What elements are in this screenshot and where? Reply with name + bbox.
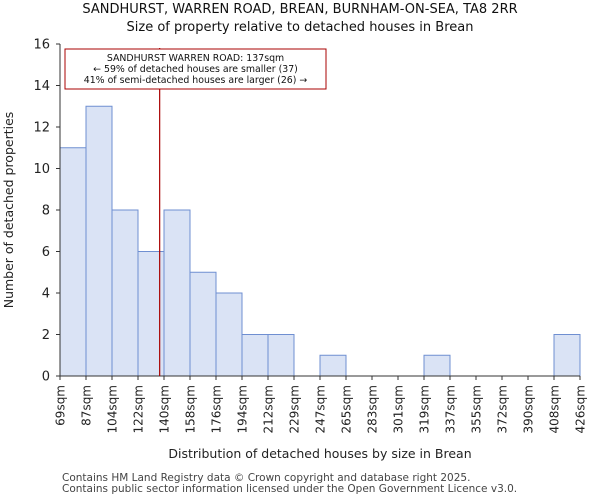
annotation-box: SANDHURST WARREN ROAD: 137sqm ← 59% of d… (64, 48, 327, 90)
ticks-group: 0 2 4 6 8 10 12 14 16 69sqm 87sqm 104sqm 122sqm 140sq… (33, 38, 587, 434)
histogram-bar (553, 334, 581, 377)
x-tick-label: 337sqm (444, 385, 458, 433)
chart-subtitle: Size of property relative to detached ho… (126, 20, 474, 35)
y-tick-label: 12 (33, 121, 50, 136)
x-tick-label: 229sqm (288, 385, 302, 433)
x-tick-label: 87sqm (80, 385, 94, 426)
x-tick-label: 212sqm (262, 385, 276, 433)
x-tick-label: 247sqm (314, 385, 328, 433)
annotation-line-3: 41% of semi-detached houses are larger (… (84, 75, 308, 86)
x-tick-label: 283sqm (366, 385, 380, 433)
y-tick-label: 8 (42, 204, 50, 219)
chart-title: SANDHURST, WARREN ROAD, BREAN, BURNHAM-O… (82, 2, 518, 17)
footer-line-1: Contains HM Land Registry data © Crown c… (62, 472, 471, 484)
y-tick-label: 2 (42, 328, 50, 343)
histogram-bar (319, 354, 347, 377)
x-tick-label: 372sqm (496, 385, 510, 433)
y-axis-label: Number of detached properties (1, 112, 16, 309)
y-tick-label: 4 (42, 287, 50, 302)
x-tick-label: 69sqm (54, 385, 68, 426)
x-tick-label: 194sqm (236, 385, 250, 433)
y-tick-label: 10 (33, 162, 50, 177)
histogram-bar (163, 209, 191, 377)
histogram-bar (423, 354, 451, 377)
x-tick-label: 426sqm (574, 385, 588, 433)
x-tick-label: 158sqm (184, 385, 198, 433)
annotation-line-1: SANDHURST WARREN ROAD: 137sqm (107, 53, 284, 64)
y-tick-label: 6 (42, 245, 50, 260)
chart-title-block: SANDHURST, WARREN ROAD, BREAN, BURNHAM-O… (0, 1, 600, 37)
histogram-bar (241, 334, 269, 377)
y-tick-label: 0 (42, 370, 50, 385)
histogram-bar (111, 209, 139, 377)
x-tick-label: 319sqm (418, 385, 432, 433)
y-tick-label: 14 (33, 79, 50, 94)
x-tick-label: 140sqm (158, 385, 172, 433)
x-tick-label: 122sqm (132, 385, 146, 433)
annotation-line-2: ← 59% of detached houses are smaller (37… (93, 64, 298, 75)
x-tick-label: 408sqm (548, 385, 562, 433)
histogram-bar (215, 292, 243, 377)
histogram-bar (85, 105, 113, 377)
histogram-bar (267, 334, 295, 377)
histogram-bar (189, 271, 217, 377)
histogram-chart: 0 2 4 6 8 10 12 14 16 69sqm 87sqm 104sqm 122sqm 140sq… (1, 38, 588, 462)
y-tick-label: 16 (33, 38, 50, 53)
x-tick-label: 176sqm (210, 385, 224, 433)
x-tick-label: 265sqm (340, 385, 354, 433)
footer-attribution: Contains HM Land Registry data © Crown c… (62, 473, 517, 495)
x-tick-label: 104sqm (106, 385, 120, 433)
x-tick-label: 390sqm (522, 385, 536, 433)
x-tick-label: 355sqm (470, 385, 484, 433)
histogram-bar (59, 147, 87, 377)
footer-line-2: Contains public sector information licen… (62, 483, 518, 495)
x-tick-label: 301sqm (392, 385, 406, 433)
bars-group (59, 105, 581, 377)
x-axis-label: Distribution of detached houses by size … (168, 446, 471, 461)
annotation-border (64, 48, 327, 90)
